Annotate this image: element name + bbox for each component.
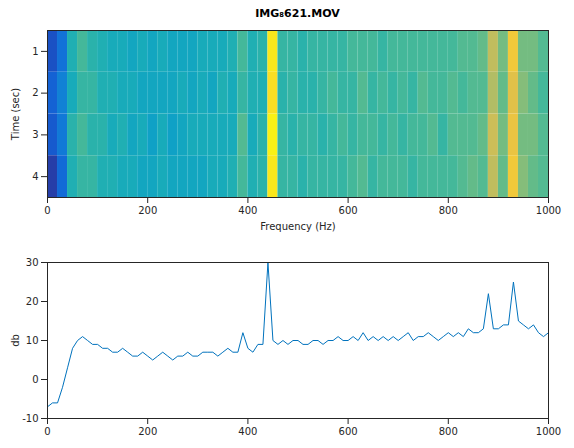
svg-text:10: 10 (26, 335, 39, 346)
svg-text:Time (sec): Time (sec) (10, 88, 21, 141)
svg-text:800: 800 (439, 426, 458, 437)
svg-text:30: 30 (26, 257, 39, 268)
svg-text:0: 0 (32, 374, 38, 385)
svg-text:0: 0 (44, 205, 50, 216)
svg-text:400: 400 (238, 205, 257, 216)
svg-text:-10: -10 (22, 413, 38, 424)
svg-text:1: 1 (32, 46, 38, 57)
html-text:IMG₈621.MOV: IMG₈621.MOV (255, 7, 340, 20)
svg-text:600: 600 (339, 426, 358, 437)
svg-text:2: 2 (32, 87, 38, 98)
svg-text:0: 0 (44, 426, 50, 437)
svg-text:800: 800 (439, 205, 458, 216)
svg-text:400: 400 (238, 426, 257, 437)
svg-text:db: db (10, 334, 21, 347)
svg-text:600: 600 (339, 205, 358, 216)
svg-text:4: 4 (32, 171, 38, 182)
svg-text:1000: 1000 (536, 426, 561, 437)
svg-text:20: 20 (26, 296, 39, 307)
svg-text:200: 200 (138, 426, 157, 437)
svg-text:Frequency (Hz): Frequency (Hz) (260, 221, 336, 232)
svg-text:3: 3 (32, 129, 38, 140)
svg-text:200: 200 (138, 205, 157, 216)
svg-text:1000: 1000 (536, 205, 561, 216)
